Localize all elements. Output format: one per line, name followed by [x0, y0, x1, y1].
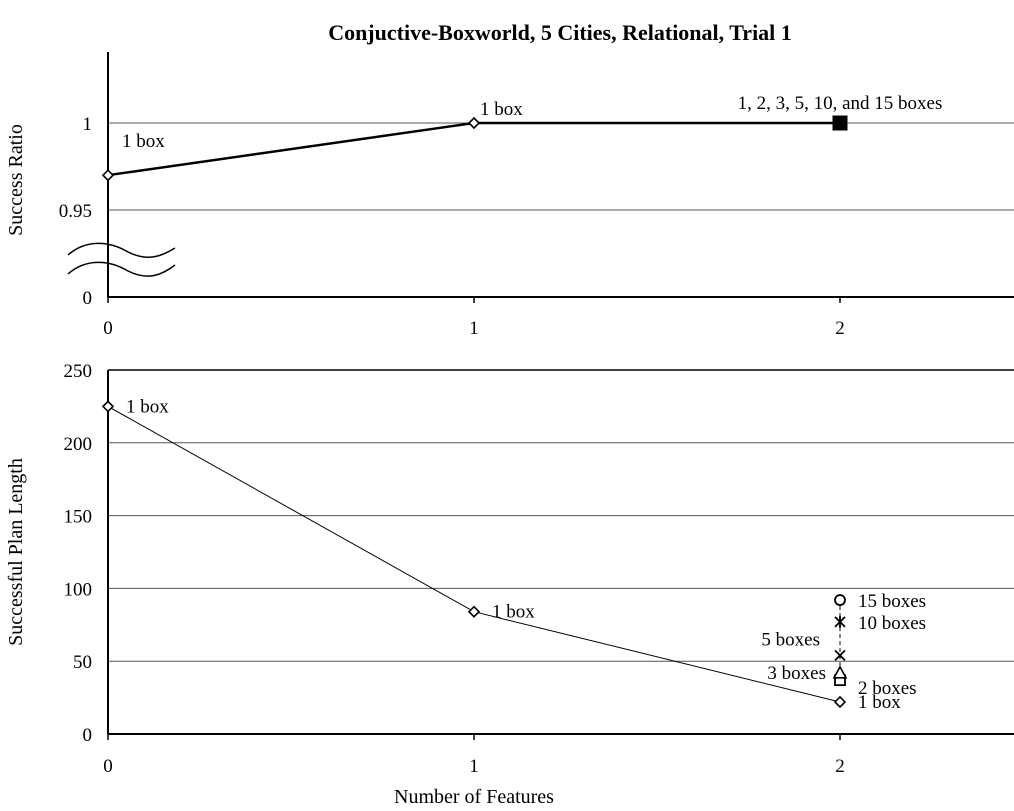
data-point — [467, 605, 481, 618]
point-label: 2 boxes — [858, 678, 917, 699]
point-label: 10 boxes — [858, 613, 926, 634]
top-chart: 0 0.95 1 0 1 2 1 box 1 box 1, 2, 3, 5, 10, and … — [5, 52, 1014, 339]
data-point — [834, 649, 846, 662]
y-tick-label: 50 — [73, 652, 92, 673]
data-point — [834, 594, 846, 606]
y-tick-label: 150 — [64, 507, 93, 528]
y-tick-label: 250 — [64, 361, 93, 382]
data-point — [833, 695, 847, 709]
x-axis-label: Number of Features — [394, 786, 554, 808]
x-tick-label: 1 — [469, 318, 479, 339]
bottom-y-gridlines — [108, 442, 1014, 662]
point-label: 3 boxes — [767, 663, 826, 684]
data-point — [101, 400, 115, 413]
y-tick-label: 0 — [83, 288, 93, 309]
data-point — [101, 169, 115, 182]
annotation-label: 1 box — [480, 99, 523, 120]
point-label: 1 box — [858, 692, 901, 713]
annotation-label: 1 box — [126, 396, 169, 417]
bottom-annotations: 1 box 1 box — [126, 396, 535, 622]
x-tick-label: 1 — [469, 756, 479, 777]
annotation-label: 1 box — [492, 602, 535, 623]
top-series — [101, 115, 848, 182]
axis-break-symbol — [67, 242, 176, 277]
point-label: 15 boxes — [858, 591, 926, 612]
top-y-gridlines — [108, 122, 1014, 211]
data-point — [832, 115, 848, 131]
x-tick-label: 0 — [103, 756, 113, 777]
bottom-series — [101, 400, 847, 709]
y-tick-label: 1 — [83, 114, 93, 135]
y-tick-label: 0 — [83, 725, 93, 746]
data-point — [834, 615, 846, 628]
point-label: 5 boxes — [761, 629, 820, 650]
bottom-tick-labels: 0 50 100 150 200 250 0 1 2 — [64, 361, 845, 777]
x-tick-label: 0 — [103, 318, 113, 339]
y-tick-label: 200 — [64, 434, 93, 455]
data-point — [832, 665, 848, 679]
y-tick-label: 0.95 — [59, 201, 92, 222]
y-tick-label: 100 — [64, 579, 93, 600]
series-line — [107, 121, 475, 177]
chart-title: Conjuctive-Boxworld, 5 Cities, Relationa… — [328, 20, 792, 45]
series-line — [107, 405, 841, 703]
x-tick-label: 2 — [835, 756, 845, 777]
annotation-label: 1, 2, 3, 5, 10, and 15 boxes — [738, 93, 943, 114]
top-tick-labels: 0 0.95 1 0 1 2 — [59, 114, 845, 339]
annotation-label: 1 box — [122, 131, 165, 152]
bottom-y-axis-label: Successful Plan Length — [5, 458, 27, 646]
top-y-axis-label: Success Ratio — [5, 124, 27, 236]
data-point — [467, 116, 481, 130]
top-annotations: 1 box 1 box 1, 2, 3, 5, 10, and 15 boxes — [122, 93, 942, 152]
x-tick-label: 2 — [835, 318, 845, 339]
